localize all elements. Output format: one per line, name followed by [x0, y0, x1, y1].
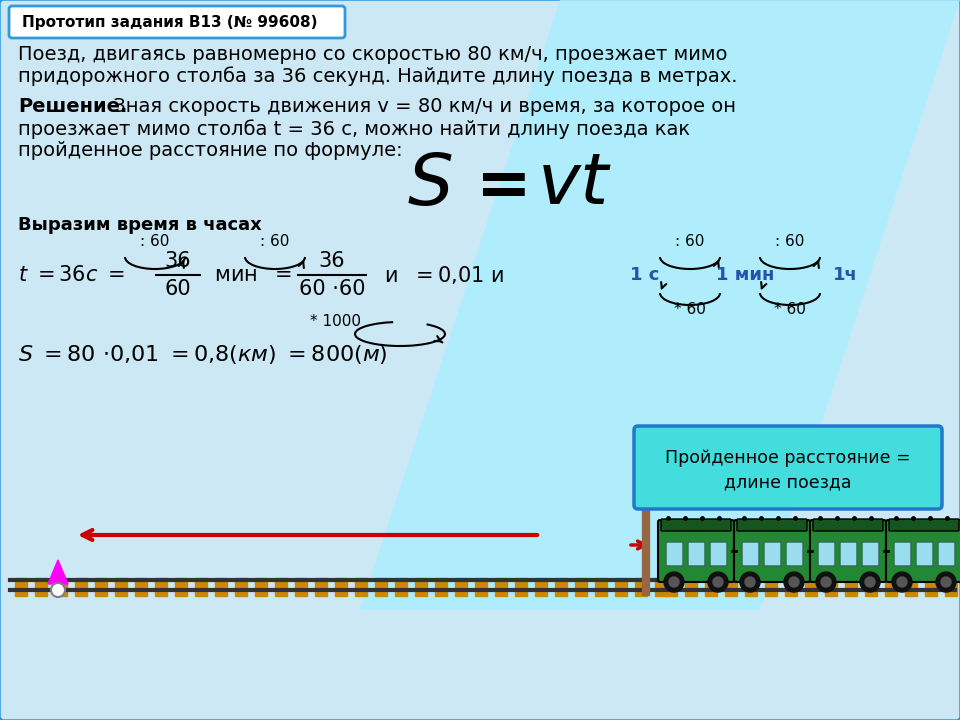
Text: 60: 60 — [165, 279, 191, 299]
Text: $S\ =80\ {\cdot}0{,}01\ =0{,}8(\mathit{км})\ =800(\mathit{м})$: $S\ =80\ {\cdot}0{,}01\ =0{,}8(\mathit{к… — [18, 343, 388, 366]
Bar — [515, 578, 527, 596]
Bar — [595, 578, 607, 596]
Text: $t\ =36c\ =$: $t\ =36c\ =$ — [18, 265, 125, 285]
Text: * 1000: * 1000 — [309, 315, 361, 330]
Text: * 60: * 60 — [674, 302, 706, 318]
FancyBboxPatch shape — [889, 519, 959, 531]
Text: придорожного столба за 36 секунд. Найдите длину поезда в метрах.: придорожного столба за 36 секунд. Найдит… — [18, 66, 737, 86]
Text: * 60: * 60 — [774, 302, 806, 318]
Text: 1ч: 1ч — [832, 266, 857, 284]
Text: Зная скорость движения v = 80 км/ч и время, за которое он: Зная скорость движения v = 80 км/ч и вре… — [107, 97, 736, 117]
Text: мин  $=$: мин $=$ — [208, 265, 292, 285]
FancyBboxPatch shape — [818, 542, 835, 566]
Bar — [925, 578, 937, 596]
Text: проезжает мимо столба t = 36 с, можно найти длину поезда как: проезжает мимо столба t = 36 с, можно на… — [18, 119, 690, 139]
Bar — [335, 578, 347, 596]
Circle shape — [664, 572, 684, 592]
FancyBboxPatch shape — [661, 519, 731, 531]
Polygon shape — [48, 560, 68, 584]
Bar — [455, 578, 467, 596]
Bar — [905, 578, 917, 596]
Bar — [95, 578, 107, 596]
Bar — [195, 578, 207, 596]
Bar — [945, 578, 957, 596]
Bar — [765, 578, 777, 596]
Bar — [665, 578, 677, 596]
Bar — [845, 578, 857, 596]
FancyBboxPatch shape — [764, 542, 781, 566]
Circle shape — [51, 583, 65, 597]
Circle shape — [941, 577, 951, 587]
Circle shape — [816, 572, 836, 592]
Text: Выразим время в часах: Выразим время в часах — [18, 216, 262, 234]
Bar — [355, 578, 367, 596]
Bar — [635, 578, 647, 596]
Text: 1 мин: 1 мин — [716, 266, 774, 284]
Text: 60 ·60: 60 ·60 — [299, 279, 365, 299]
Bar — [15, 578, 27, 596]
Bar — [475, 578, 487, 596]
Bar — [435, 578, 447, 596]
FancyBboxPatch shape — [813, 519, 883, 531]
Circle shape — [669, 577, 679, 587]
FancyBboxPatch shape — [688, 542, 705, 566]
Circle shape — [892, 572, 912, 592]
FancyBboxPatch shape — [840, 542, 857, 566]
Bar — [655, 578, 667, 596]
Text: : 60: : 60 — [776, 235, 804, 250]
Bar — [395, 578, 407, 596]
Bar — [275, 578, 287, 596]
Text: и  $=0{,}01$ и: и $=0{,}01$ и — [378, 264, 504, 286]
FancyBboxPatch shape — [9, 6, 345, 38]
Text: 1 с: 1 с — [631, 266, 660, 284]
FancyBboxPatch shape — [666, 542, 683, 566]
Bar — [375, 578, 387, 596]
FancyBboxPatch shape — [916, 542, 933, 566]
FancyBboxPatch shape — [734, 520, 810, 582]
Text: $\mathbf{\it S}$: $\mathbf{\it S}$ — [407, 150, 453, 220]
Circle shape — [936, 572, 956, 592]
FancyBboxPatch shape — [658, 520, 734, 582]
FancyBboxPatch shape — [810, 520, 886, 582]
Text: 36: 36 — [319, 251, 346, 271]
Bar — [75, 578, 87, 596]
Text: : 60: : 60 — [675, 235, 705, 250]
FancyBboxPatch shape — [786, 542, 803, 566]
Circle shape — [708, 572, 728, 592]
Bar — [55, 578, 67, 596]
Circle shape — [789, 577, 799, 587]
Bar — [575, 578, 587, 596]
Bar — [295, 578, 307, 596]
Bar — [615, 578, 627, 596]
FancyBboxPatch shape — [634, 426, 942, 509]
Text: : 60: : 60 — [260, 235, 290, 250]
Circle shape — [713, 577, 723, 587]
Bar — [825, 578, 837, 596]
Circle shape — [865, 577, 875, 587]
FancyBboxPatch shape — [894, 542, 911, 566]
Text: $\mathbf{\it vt}$: $\mathbf{\it vt}$ — [538, 150, 612, 220]
Bar — [805, 578, 817, 596]
Bar — [175, 578, 187, 596]
Text: Пройденное расстояние =: Пройденное расстояние = — [665, 449, 911, 467]
Bar — [535, 578, 547, 596]
Bar — [705, 578, 717, 596]
Bar — [865, 578, 877, 596]
Circle shape — [821, 577, 831, 587]
Text: Поезд, двигаясь равномерно со скоростью 80 км/ч, проезжает мимо: Поезд, двигаясь равномерно со скоростью … — [18, 45, 728, 65]
Polygon shape — [360, 0, 960, 610]
Bar — [155, 578, 167, 596]
Bar — [885, 578, 897, 596]
FancyBboxPatch shape — [710, 542, 727, 566]
Bar — [115, 578, 127, 596]
Bar — [135, 578, 147, 596]
Circle shape — [740, 572, 760, 592]
Bar — [495, 578, 507, 596]
FancyBboxPatch shape — [938, 542, 955, 566]
Text: пройденное расстояние по формуле:: пройденное расстояние по формуле: — [18, 142, 402, 161]
Bar — [35, 578, 47, 596]
Circle shape — [860, 572, 880, 592]
Bar — [315, 578, 327, 596]
FancyBboxPatch shape — [886, 520, 960, 582]
